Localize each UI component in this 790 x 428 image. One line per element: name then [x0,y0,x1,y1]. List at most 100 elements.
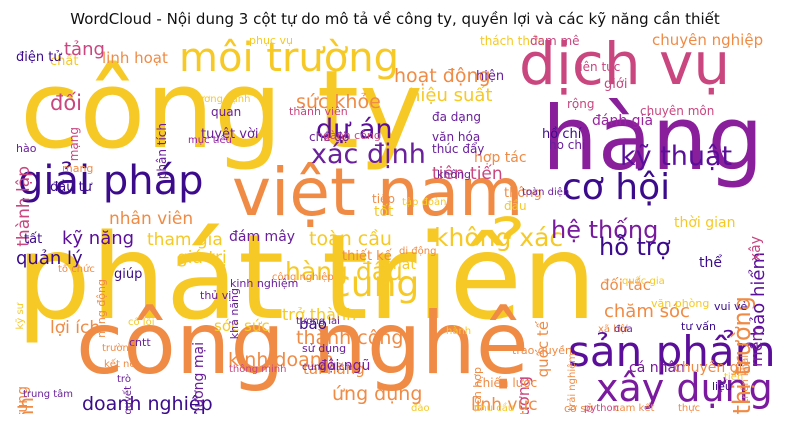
word-khong: không [437,168,472,181]
word-nganh-cong: ngành công [316,129,381,142]
word-the: thể [699,255,722,271]
word-tuyet-voi: tuyệt vời [201,127,259,142]
word-doi-ngu: đội ngũ [318,358,371,374]
word-ket-noi: kết nối [104,359,139,370]
word-toan-dien: toàn diện [522,187,570,198]
word-thong-minh: thông minh [229,364,287,375]
word-tro: trò [117,374,131,385]
word-cung-dich: cung dịch [302,362,351,373]
word-ky-su: kỹ sư [15,303,26,330]
word-nang-dong: năng động [95,279,108,339]
word-co-so: cơ sở [564,402,593,414]
word-di-dong: di động [399,246,437,257]
word-da-dang: đa dạng [432,110,481,124]
word-ca-nhan: cá nhân [629,360,685,376]
word-nhu-cau: nhu cầu [474,403,515,414]
word-dam-me: đam mê [530,34,580,48]
word-quan-ly: quản lý [16,248,83,269]
word-hang: hàng [542,87,764,190]
word-san-pham: sản phẩm [568,327,776,376]
word-thuong-mai: thương mại [191,341,207,414]
word-tuong-lai: tương lai [296,316,340,327]
word-thuc-day: thúc đẩy [432,142,485,156]
word-muc-tieu: mục tiêu [188,135,232,146]
word-hop-tac: hợp tác [474,150,527,166]
word-luong-canh: lương cạnh [195,94,251,105]
word-toan-cau: toàn cầu [309,228,392,250]
word-ky-thuat: kỹ thuật [620,141,733,172]
word-cham-soc: chăm sóc [604,301,690,322]
word-suc-khoe: sức khỏe [296,91,381,113]
word-to-chuc: tổ chức [58,264,95,275]
word-giup: giúp [114,267,143,282]
word-kinh-nghiem: kinh nghiệm [230,277,299,290]
word-xac-dinh: xác định [311,139,426,170]
word-thach-thuc: thách thức [480,34,545,48]
word-hien: hiện [476,69,505,84]
word-trai-nghiem: trải nghiệm [567,353,578,411]
word-dua: đưa [614,324,633,335]
word-hang-dau: hàng đầu [285,257,403,286]
word-hao: hào [16,142,37,155]
word-cloud: phát triển công ty công nghệ hàng dịch vụ việ… [14,33,776,414]
word-co-loi: cố lõi [128,317,155,328]
word-loi-ich: lợi ích [50,318,101,338]
word-ho-chi: hồ chí [542,127,582,142]
word-thong: thông [504,186,542,201]
word-thanh-vien: thành viên [289,105,348,118]
word-van-phong: văn phòng [651,297,710,310]
word-cung: cung [331,264,420,305]
word-che-do: chế độ [309,130,350,144]
word-khong-xac: không xác [434,223,564,252]
word-doi: đối [50,91,83,115]
word-kha-nang: khả năng [228,288,241,340]
word-lieu: liệu [712,380,732,393]
word-xay-dung: xây dựng [596,366,773,410]
word-cong-nghe: công nghệ [76,294,529,394]
word-lien-tuc: liên tục [576,60,621,74]
word-rong: rộng [567,97,595,111]
word-tang: tảng [64,39,105,60]
word-chien-luoc: chiến lược [476,376,538,390]
word-danh-gia: đánh giá [592,113,654,129]
word-truong: trường [102,343,136,354]
word-chuyen-nghiep: chuyên nghiệp [652,33,764,49]
word-du-an: dự án [316,114,393,145]
word-tien-tien: tiên tiến [432,164,503,184]
word-linh-vuc: lĩnh vực [471,395,538,414]
chart-title: WordCloud - Nội dung 3 cột tự do mô tả v… [70,10,720,28]
word-soc-suc: sóc sức [214,317,270,335]
word-linh-hoat: linh hoạt [102,49,168,67]
word-viet-nam: việt nam [232,154,524,231]
word-hieu-suat: hiệu suất [409,85,493,106]
word-dich-vu: dịch vụ [519,33,731,98]
word-nhat: nhất [384,257,416,273]
word-thiet-ke: thiết kế [342,249,392,264]
word-dam-may: đám mây [229,229,296,245]
word-hoat-dong: hoạt động [394,65,491,87]
word-van-hoa: văn hóa [432,130,481,144]
word-bao: bao [299,315,327,333]
word-tiep: tiếp [372,192,396,206]
word-cntt: cntt [129,336,151,349]
word-dien-tu: điện tử [16,50,62,65]
word-thanh-cong: thành công [296,327,404,349]
word-cong-ty: công ty [20,48,424,173]
word-doi-tac: đối tác [600,276,651,294]
word-quan: quan [211,105,242,119]
word-trao-quyen: trao quyền [512,344,573,357]
word-python: python [584,403,619,414]
word-thuc: thực [678,403,701,414]
word-cong-nghiep: công nghiệp [272,272,334,283]
word-tien: tiên [724,372,744,383]
word-hanh: hành [446,326,472,337]
word-mang: mang [62,162,94,175]
word-gia-tri: giá trị [177,248,227,268]
word-tai-nang: tài năng [303,360,365,378]
word-thu-vi: thủ vị [200,289,232,302]
word-xa-hoi: xã hội [598,324,629,335]
word-nhan-vien: nhân viên [109,209,194,229]
word-gioi: giới [604,77,628,92]
word-su-dung: sử dụng [302,342,347,355]
word-tu-van: tư vấn [681,320,717,333]
